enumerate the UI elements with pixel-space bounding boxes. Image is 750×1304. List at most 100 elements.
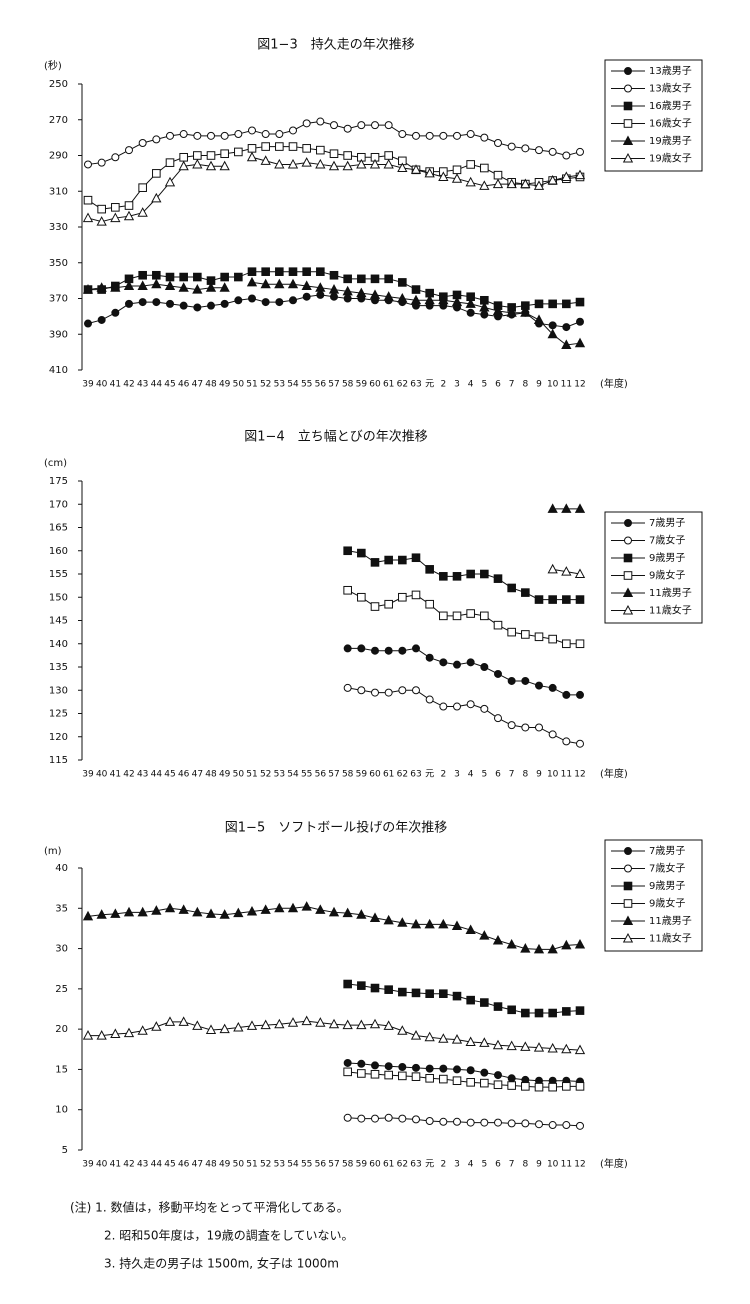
x-tick-label: 52: [260, 770, 271, 780]
data-point: [398, 1114, 407, 1123]
data-point: [342, 160, 353, 171]
data-point: [110, 282, 121, 292]
x-tick-label: 62: [397, 770, 408, 780]
data-point: [110, 1028, 121, 1038]
x-tick-label: 60: [369, 380, 381, 390]
data-point: [452, 572, 462, 581]
data-point: [384, 274, 393, 284]
data-point: [398, 987, 407, 997]
data-point: [219, 282, 230, 292]
data-point: [574, 503, 586, 513]
data-point: [411, 988, 421, 998]
data-point: [343, 124, 352, 133]
data-point: [398, 686, 407, 695]
x-tick-label: 39: [82, 380, 94, 390]
data-point: [493, 620, 503, 630]
x-tick-label: 49: [219, 380, 231, 390]
data-point: [384, 599, 393, 609]
data-point: [205, 1024, 217, 1034]
data-point: [371, 1061, 379, 1070]
data-point: [289, 296, 297, 305]
data-point: [248, 294, 256, 303]
legend-label: 19歳女子: [649, 152, 692, 165]
data-point: [219, 160, 230, 171]
data-point: [343, 1113, 352, 1122]
data-point: [411, 285, 421, 294]
data-point: [480, 611, 489, 621]
data-point: [425, 599, 434, 609]
series-line: [347, 550, 580, 601]
x-axis-label: (年度): [600, 377, 628, 390]
x-tick-label: 49: [219, 770, 231, 780]
x-tick-label: 2: [440, 770, 446, 780]
data-point: [480, 1078, 489, 1088]
data-point: [520, 1041, 531, 1051]
data-point: [328, 906, 340, 917]
data-point: [494, 669, 502, 678]
data-point: [110, 908, 121, 918]
x-tick-label: 51: [246, 770, 257, 780]
data-point: [439, 658, 448, 667]
data-point: [151, 905, 162, 915]
data-point: [82, 212, 94, 223]
data-point: [343, 644, 352, 653]
data-point: [533, 180, 545, 190]
data-point: [97, 204, 106, 214]
x-tick-label: 10: [547, 770, 559, 780]
x-tick-label: 57: [328, 770, 339, 780]
data-point: [410, 164, 422, 174]
data-point: [357, 981, 366, 990]
x-tick-label: 46: [178, 770, 190, 780]
y-tick-label: 40: [55, 863, 68, 874]
data-point: [561, 939, 572, 950]
data-point: [151, 1021, 162, 1031]
x-tick-label: 4: [468, 1160, 474, 1170]
data-point: [302, 267, 311, 276]
x-tick-label: 48: [205, 770, 217, 780]
data-point: [342, 285, 353, 296]
data-point: [493, 170, 503, 180]
legend-marker: [622, 152, 634, 163]
data-point: [479, 930, 490, 940]
x-tick-label: 60: [369, 1160, 381, 1170]
data-point: [574, 337, 586, 348]
data-point: [506, 1040, 517, 1051]
data-point: [466, 1118, 475, 1127]
note: 2. 昭和50年度は，19歳の調査をしていない。: [104, 1228, 353, 1243]
data-point: [425, 1116, 434, 1125]
data-point: [425, 989, 434, 998]
x-tick-label: 47: [192, 770, 203, 780]
note: (注) 1. 数値は，移動平均をとって平滑化してある。: [70, 1200, 349, 1215]
legend-marker: [623, 553, 633, 563]
data-point: [301, 157, 312, 167]
y-tick-label: 15: [55, 1064, 68, 1075]
data-point: [369, 912, 381, 922]
data-point: [438, 918, 449, 929]
data-point: [548, 730, 557, 739]
data-point: [575, 639, 585, 649]
x-tick-label: 6: [495, 380, 501, 390]
data-point: [397, 1025, 408, 1035]
x-axis-label: (年度): [600, 1157, 628, 1170]
x-tick-label: 48: [205, 1160, 217, 1170]
data-point: [152, 298, 161, 307]
data-point: [492, 1039, 504, 1050]
data-point: [562, 323, 571, 332]
data-point: [274, 902, 285, 913]
data-point: [246, 905, 258, 916]
data-point: [301, 901, 312, 911]
data-point: [384, 646, 393, 655]
data-point: [576, 317, 584, 326]
data-point: [397, 292, 408, 303]
x-tick-label: 55: [301, 770, 312, 780]
x-tick-label: 63: [410, 380, 421, 390]
data-point: [575, 297, 585, 307]
data-point: [576, 690, 584, 699]
data-point: [506, 178, 517, 189]
data-point: [451, 173, 463, 183]
data-point: [562, 1007, 571, 1016]
legend-marker: [624, 519, 632, 527]
x-tick-label: 39: [82, 1160, 94, 1170]
data-point: [520, 307, 531, 317]
data-point: [548, 595, 557, 604]
